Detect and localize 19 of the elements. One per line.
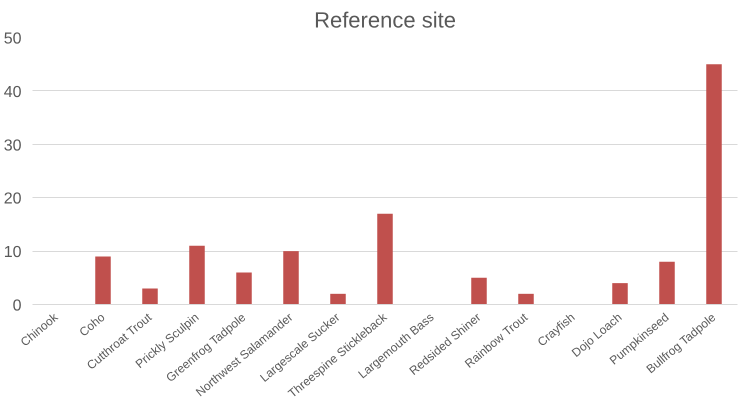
bar xyxy=(659,262,675,304)
bar xyxy=(377,214,393,304)
bar xyxy=(142,288,158,304)
y-tick-label: 0 xyxy=(12,298,22,314)
bar xyxy=(189,246,205,304)
bar xyxy=(612,283,628,304)
y-tick-label: 30 xyxy=(4,137,22,154)
y-tick-label: 40 xyxy=(4,84,22,101)
bar xyxy=(518,294,534,304)
bar xyxy=(471,278,487,304)
y-tick-label: 20 xyxy=(4,190,22,208)
chart-title: Reference site xyxy=(314,8,456,32)
bar xyxy=(283,251,299,304)
bar xyxy=(706,64,722,304)
bar xyxy=(236,272,252,304)
y-tick-label: 50 xyxy=(4,30,22,48)
bar xyxy=(330,294,346,304)
bar xyxy=(95,256,111,304)
y-tick-label: 10 xyxy=(4,244,22,262)
